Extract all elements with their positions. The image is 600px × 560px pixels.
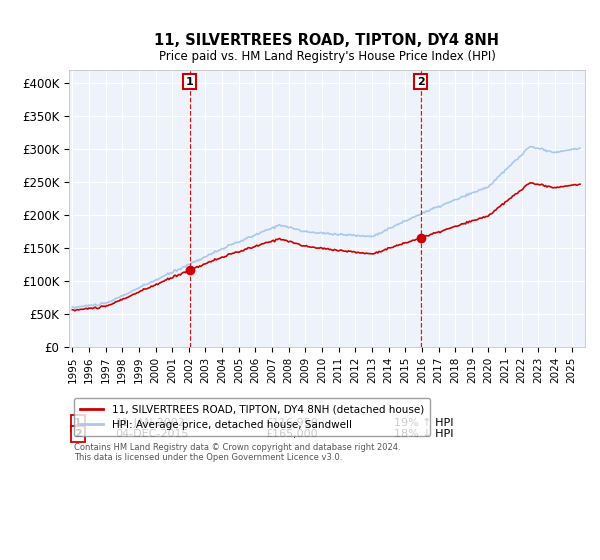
Text: Price paid vs. HM Land Registry's House Price Index (HPI): Price paid vs. HM Land Registry's House … — [158, 50, 496, 63]
Text: 2: 2 — [416, 77, 424, 87]
Title: 11, SILVERTREES ROAD, TIPTON, DY4 8NH: 11, SILVERTREES ROAD, TIPTON, DY4 8NH — [155, 33, 499, 48]
Text: 1: 1 — [185, 77, 193, 87]
Text: £116,950: £116,950 — [265, 418, 318, 428]
Legend: 11, SILVERTREES ROAD, TIPTON, DY4 8NH (detached house), HPI: Average price, deta: 11, SILVERTREES ROAD, TIPTON, DY4 8NH (d… — [74, 398, 430, 436]
Text: 2: 2 — [74, 429, 82, 439]
Text: 19% ↑ HPI: 19% ↑ HPI — [394, 418, 454, 428]
Text: 11-JAN-2002: 11-JAN-2002 — [115, 418, 185, 428]
Text: Contains HM Land Registry data © Crown copyright and database right 2024.
This d: Contains HM Land Registry data © Crown c… — [74, 443, 401, 462]
Text: 1: 1 — [74, 418, 82, 428]
Text: 18% ↓ HPI: 18% ↓ HPI — [394, 429, 454, 439]
Text: 04-DEC-2015: 04-DEC-2015 — [115, 429, 189, 439]
Text: £165,000: £165,000 — [265, 429, 318, 439]
